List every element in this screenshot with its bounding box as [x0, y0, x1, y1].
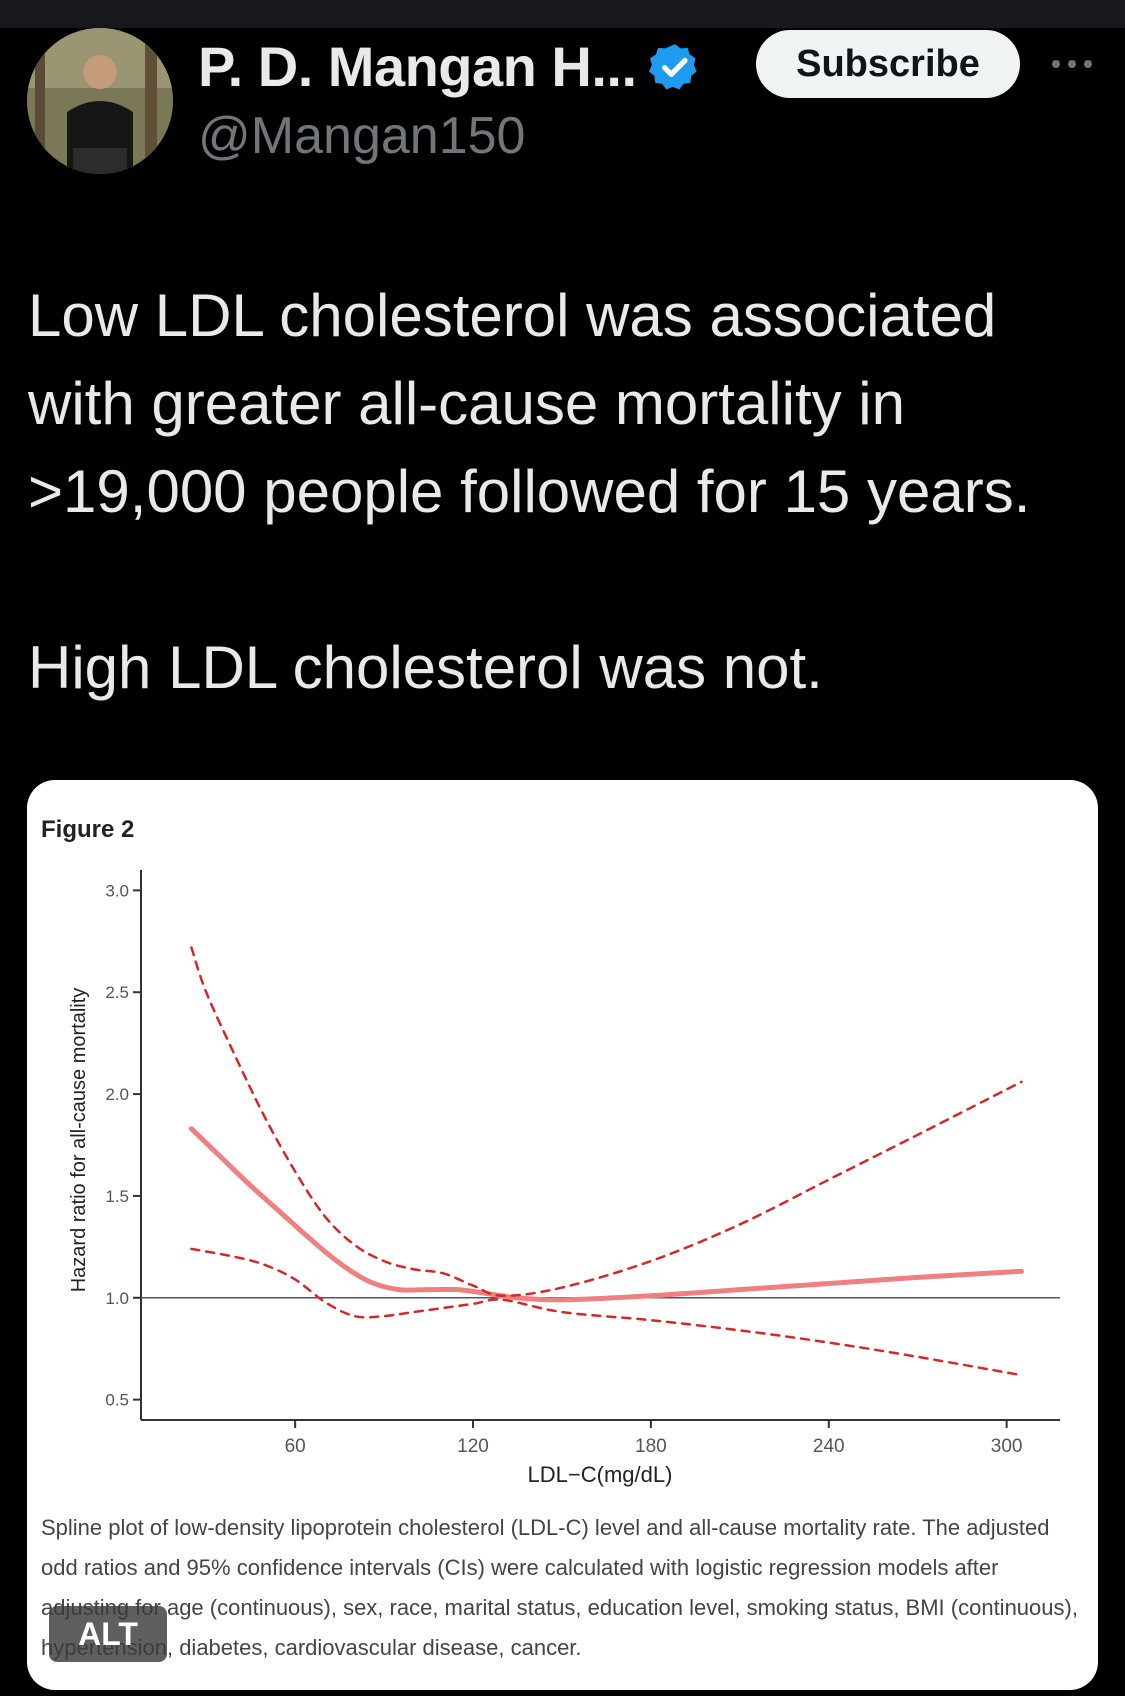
- y-tick-label: 2.5: [105, 983, 129, 1002]
- x-tick-label: 60: [285, 1436, 306, 1457]
- figure-caption: Spline plot of low-density lipoprotein c…: [41, 1515, 1078, 1660]
- more-options-icon[interactable]: [1048, 44, 1096, 84]
- subscribe-button[interactable]: Subscribe: [756, 30, 1020, 98]
- tweet-line-3: >19,000 people followed for 15 years.: [28, 458, 1031, 525]
- tweet-text: Low LDL cholesterol was associated with …: [28, 272, 1108, 712]
- y-tick-label: 0.5: [105, 1391, 129, 1410]
- avatar-image-icon: [27, 28, 173, 174]
- hazard-ratio-line: [188, 1126, 1024, 1303]
- tweet-line-1: Low LDL cholesterol was associated: [28, 282, 997, 349]
- x-tick-label: 240: [813, 1436, 845, 1457]
- spline-chart: 0.5 1.0 1.5 2.0 2.5 3.0 60 120 180 240 300 LDL−C(…: [68, 870, 1060, 1487]
- figure-label: Figure 2: [41, 816, 135, 843]
- ci-upper-line: [190, 946, 1023, 1297]
- y-tick-label: 2.0: [105, 1085, 129, 1104]
- y-tick-label: 3.0: [105, 881, 129, 900]
- y-tick-label: 1.5: [105, 1187, 129, 1206]
- author-row: P. D. Mangan H...: [198, 34, 701, 99]
- verified-badge-icon: [648, 43, 697, 90]
- x-axis-title: LDL−C(mg/dL): [528, 1462, 673, 1487]
- x-tick-label: 300: [991, 1436, 1023, 1457]
- x-tick-label: 120: [457, 1436, 489, 1457]
- tweet-line-2: with greater all-cause mortality in: [28, 370, 906, 437]
- author-handle[interactable]: @Mangan150: [198, 107, 526, 165]
- author-name[interactable]: P. D. Mangan H...: [198, 35, 637, 98]
- y-axis-title: Hazard ratio for all-cause mortality: [68, 988, 90, 1293]
- top-status-bar: [0, 0, 1125, 28]
- alt-text-badge[interactable]: ALT: [49, 1606, 167, 1662]
- x-tick-label: 180: [635, 1436, 667, 1457]
- attached-image-card[interactable]: Figure 2 0.5 1.0 1.5 2.0 2.5 3.0 60 120 180 240 3…: [27, 780, 1098, 1690]
- ci-lower-line: [190, 1247, 1023, 1377]
- profile-avatar[interactable]: [27, 28, 173, 174]
- y-tick-label: 1.0: [105, 1289, 129, 1308]
- tweet-line-4: High LDL cholesterol was not.: [28, 634, 823, 701]
